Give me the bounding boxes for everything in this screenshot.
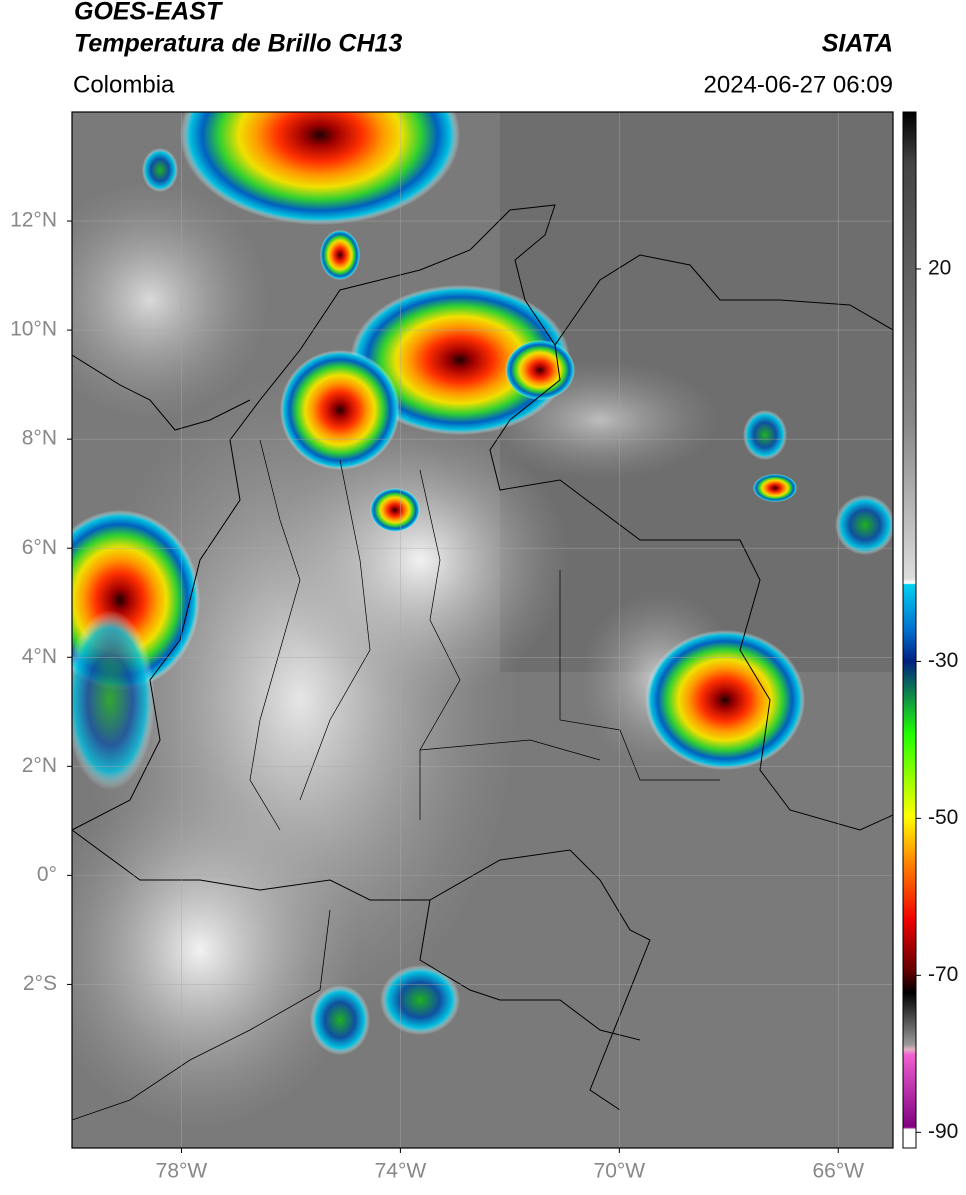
map-frame xyxy=(71,111,894,1149)
region: Colombia xyxy=(73,71,175,98)
y-tick-label: 8°N xyxy=(22,427,57,450)
y-tick-label: 4°N xyxy=(22,645,57,668)
y-tick-label: 2°S xyxy=(23,972,57,995)
x-tick-label: 66°W xyxy=(812,1160,864,1183)
subtitle: Temperatura de Brillo CH13 xyxy=(74,30,402,58)
satellite-image xyxy=(72,112,893,1148)
colorbar-tick-label: -50 xyxy=(928,806,958,829)
y-tick-label: 0° xyxy=(37,863,57,886)
x-tick-label: 70°W xyxy=(594,1160,646,1183)
datetime: 2024-06-27 06:09 xyxy=(704,71,894,98)
colorbar-tick-label: -30 xyxy=(928,649,958,672)
x-tick-label: 78°W xyxy=(156,1160,208,1183)
colorbar xyxy=(902,111,917,1149)
colorbar-tick-label: -90 xyxy=(928,1120,958,1143)
x-tick-label: 74°W xyxy=(375,1160,427,1183)
y-tick-label: 12°N xyxy=(10,209,57,232)
y-tick-label: 2°N xyxy=(22,754,57,777)
colorbar-tick-label: -70 xyxy=(928,963,958,986)
y-tick-label: 6°N xyxy=(22,536,57,559)
y-tick-label: 10°N xyxy=(10,318,57,341)
source: SIATA xyxy=(822,30,893,58)
colorbar-tick-label: 20 xyxy=(928,257,951,280)
title: GOES-EAST xyxy=(74,0,224,26)
